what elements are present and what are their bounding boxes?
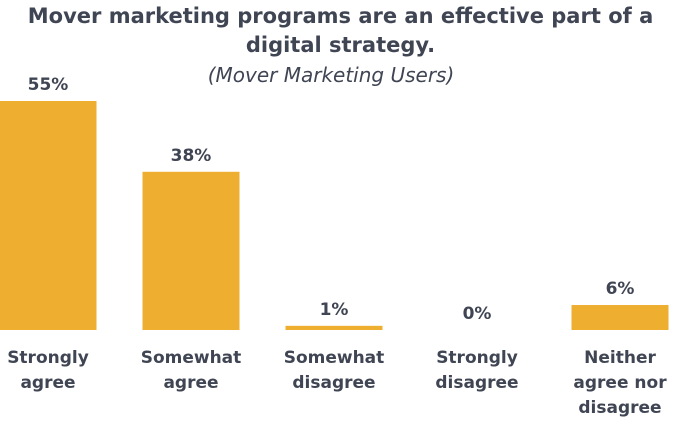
chart-subtitle: (Mover Marketing Users) — [207, 63, 455, 87]
value-label-2: 1% — [320, 300, 349, 320]
value-label-1: 38% — [171, 146, 212, 166]
value-label-0: 55% — [28, 75, 69, 95]
category-label-4: Neither agree nor disagree — [573, 348, 667, 418]
value-label-3: 0% — [463, 304, 492, 324]
category-label-1: Somewhat agree — [141, 348, 242, 393]
category-label-3: Strongly disagree — [435, 348, 518, 393]
value-label-4: 6% — [606, 279, 635, 299]
bar-2 — [285, 325, 383, 330]
bar-1 — [142, 171, 240, 330]
category-label-2: Somewhat disagree — [284, 348, 385, 393]
category-label-0: Strongly agree — [7, 348, 89, 393]
bar-0 — [0, 101, 97, 330]
bar-4 — [571, 305, 669, 330]
chart-title: Mover marketing programs are an effectiv… — [27, 4, 654, 57]
